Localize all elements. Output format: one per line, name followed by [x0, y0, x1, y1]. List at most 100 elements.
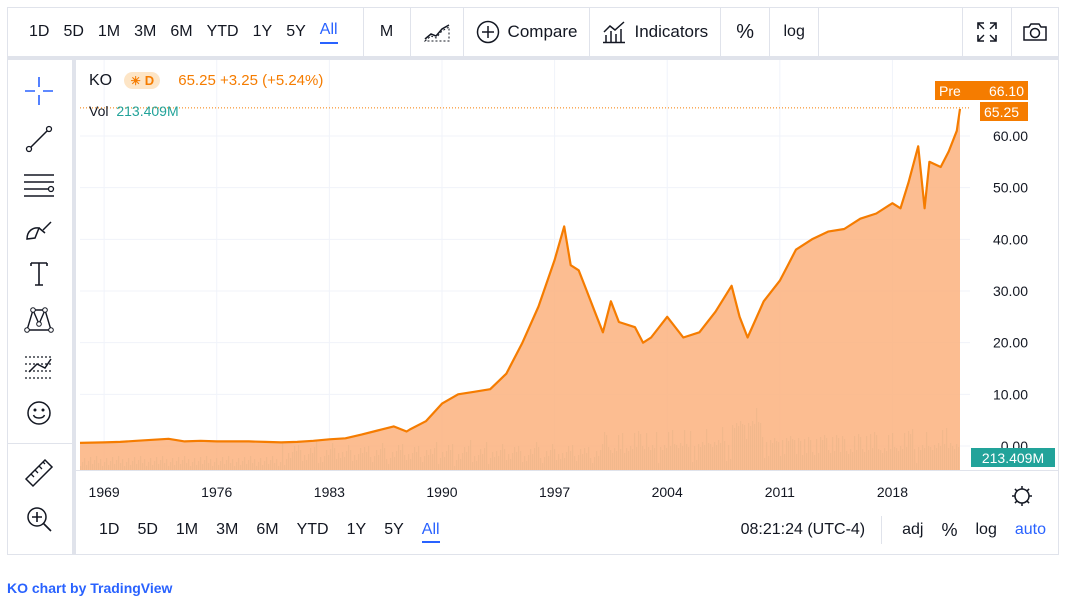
- horizontal-lines-icon: [24, 174, 55, 197]
- volume-label: Vol: [89, 103, 109, 119]
- y-tick-label: 10.00: [993, 386, 1028, 402]
- toolbar-divider: [769, 8, 771, 56]
- percent-button[interactable]: %: [736, 20, 755, 43]
- bottom-toolbar: 1D 5D 1M 3M 6M YTD 1Y 5Y All 08:21:24 (U…: [76, 506, 1058, 554]
- adj-toggle[interactable]: adj: [902, 521, 924, 538]
- volume-axis-label: 213.409M: [971, 448, 1055, 467]
- market-status-badge[interactable]: ☀ D: [124, 72, 161, 89]
- auto-toggle[interactable]: auto: [1014, 521, 1046, 538]
- interval-badge: D: [144, 73, 155, 88]
- x-tick-label: 1997: [539, 484, 570, 500]
- crosshair-icon: [25, 77, 53, 105]
- bottom-range-1y[interactable]: 1Y: [346, 521, 367, 538]
- price-chart[interactable]: 1969 1976 1983 1990 1997 2004 2011 2018 60.00 50.…: [76, 60, 1058, 506]
- toolbar-divider: [462, 8, 464, 56]
- toolbar-divider: [818, 8, 820, 56]
- symbol-label[interactable]: KO: [89, 72, 113, 89]
- text-icon: [30, 262, 48, 286]
- tradingview-credit: KO chart by TradingView: [7, 580, 172, 596]
- toolbar-divider: [962, 8, 963, 56]
- credit-link[interactable]: KO chart by TradingView: [7, 580, 173, 596]
- bottom-range-3m[interactable]: 3M: [216, 521, 239, 538]
- y-tick-label: 60.00: [993, 128, 1028, 144]
- compare-label: Compare: [507, 22, 578, 41]
- indicators-button[interactable]: Indicators: [590, 8, 720, 56]
- fib-tool[interactable]: [22, 168, 56, 202]
- bottom-range-5y[interactable]: 5Y: [384, 521, 404, 538]
- forecast-icon: [25, 356, 53, 379]
- range-all[interactable]: All: [313, 8, 345, 56]
- smiley-icon: [27, 401, 51, 425]
- y-tick-label: 20.00: [993, 335, 1028, 351]
- x-tick-label: 1983: [314, 484, 345, 500]
- range-3m[interactable]: 3M: [134, 23, 157, 40]
- x-tick-label: 2004: [652, 484, 683, 500]
- range-ytd[interactable]: YTD: [206, 23, 239, 40]
- x-tick-label: 1976: [201, 484, 232, 500]
- chart-style-button[interactable]: [411, 8, 463, 56]
- fullscreen-button[interactable]: [963, 8, 1011, 56]
- settings-icon[interactable]: [1014, 488, 1030, 504]
- range-6m[interactable]: 6M: [170, 23, 193, 40]
- measure-tool[interactable]: [22, 456, 56, 490]
- settings-icon-tooth: [1026, 488, 1030, 492]
- toolbar-divider: [8, 443, 72, 444]
- pattern-tool[interactable]: [22, 302, 56, 336]
- premarket-price-label: Pre 66.10: [935, 81, 1028, 100]
- price-change: 65.25 +3.25 (+5.24%): [178, 72, 324, 89]
- zoom-in-icon: [27, 507, 52, 532]
- bottom-range-6m[interactable]: 6M: [256, 521, 279, 538]
- area-chart-icon: [423, 24, 450, 42]
- settings-icon-tooth: [1014, 500, 1018, 504]
- toolbar-divider: [1011, 8, 1012, 56]
- toolbar-divider: [362, 8, 364, 56]
- range-1y[interactable]: 1Y: [252, 23, 273, 40]
- clock[interactable]: 08:21:24 (UTC-4): [740, 521, 866, 538]
- range-5d[interactable]: 5D: [63, 23, 84, 40]
- price-area: [80, 108, 960, 471]
- top-toolbar: 1D 5D 1M 3M 6M YTD 1Y 5Y All M Compare: [8, 8, 1058, 56]
- x-tick-label: 2018: [877, 484, 908, 500]
- percent-toggle[interactable]: %: [941, 519, 958, 540]
- brush-icon: [26, 221, 52, 240]
- forecast-tool[interactable]: [22, 350, 56, 384]
- crosshair-tool[interactable]: [22, 74, 56, 108]
- bottom-range-ytd[interactable]: YTD: [296, 521, 329, 538]
- brush-tool[interactable]: [22, 212, 56, 246]
- range-1d[interactable]: 1D: [29, 23, 50, 40]
- indicators-icon: [603, 21, 626, 44]
- toolbar-divider: [881, 516, 883, 544]
- y-tick-label: 50.00: [993, 180, 1028, 196]
- log-toggle[interactable]: log: [975, 521, 997, 538]
- volume-legend: Vol 213.409M: [89, 103, 179, 119]
- log-button[interactable]: log: [783, 23, 805, 40]
- text-tool[interactable]: [22, 256, 56, 290]
- x-tick-label: 2011: [765, 484, 795, 500]
- bottom-range-all[interactable]: All: [413, 521, 449, 543]
- x-tick-label: 1990: [426, 484, 457, 500]
- chart-pane[interactable]: 1969 1976 1983 1990 1997 2004 2011 2018 60.00 50.…: [76, 60, 1058, 554]
- y-tick-label: 40.00: [993, 231, 1028, 247]
- price-line: [79, 108, 962, 444]
- trend-line-icon: [25, 125, 53, 153]
- chart-legend: KO ☀ D 65.25 +3.25 (+5.24%): [89, 72, 323, 90]
- interval-button[interactable]: M: [379, 23, 394, 40]
- volume-value: 213.409M: [116, 103, 179, 119]
- bottom-range-5d[interactable]: 5D: [137, 521, 158, 538]
- range-1m[interactable]: 1M: [97, 23, 121, 40]
- bottom-range-1d[interactable]: 1D: [99, 521, 120, 538]
- x-tick-label: 1969: [89, 484, 120, 500]
- zoom-tool[interactable]: [22, 502, 56, 536]
- emoji-tool[interactable]: [22, 396, 56, 430]
- settings-icon-tooth: [1026, 500, 1030, 504]
- bottom-range-1m[interactable]: 1M: [175, 521, 199, 538]
- toolbar-divider: [589, 8, 591, 56]
- chart-widget: 1D 5D 1M 3M 6M YTD 1Y 5Y All M Compare: [7, 7, 1059, 555]
- compare-button[interactable]: Compare: [464, 8, 590, 56]
- screenshot-button[interactable]: [1012, 8, 1058, 56]
- pattern-icon: [24, 307, 54, 333]
- fullscreen-icon: [977, 22, 997, 42]
- y-tick-label: 30.00: [993, 283, 1028, 299]
- trend-line-tool[interactable]: [22, 122, 56, 156]
- range-5y[interactable]: 5Y: [286, 23, 306, 40]
